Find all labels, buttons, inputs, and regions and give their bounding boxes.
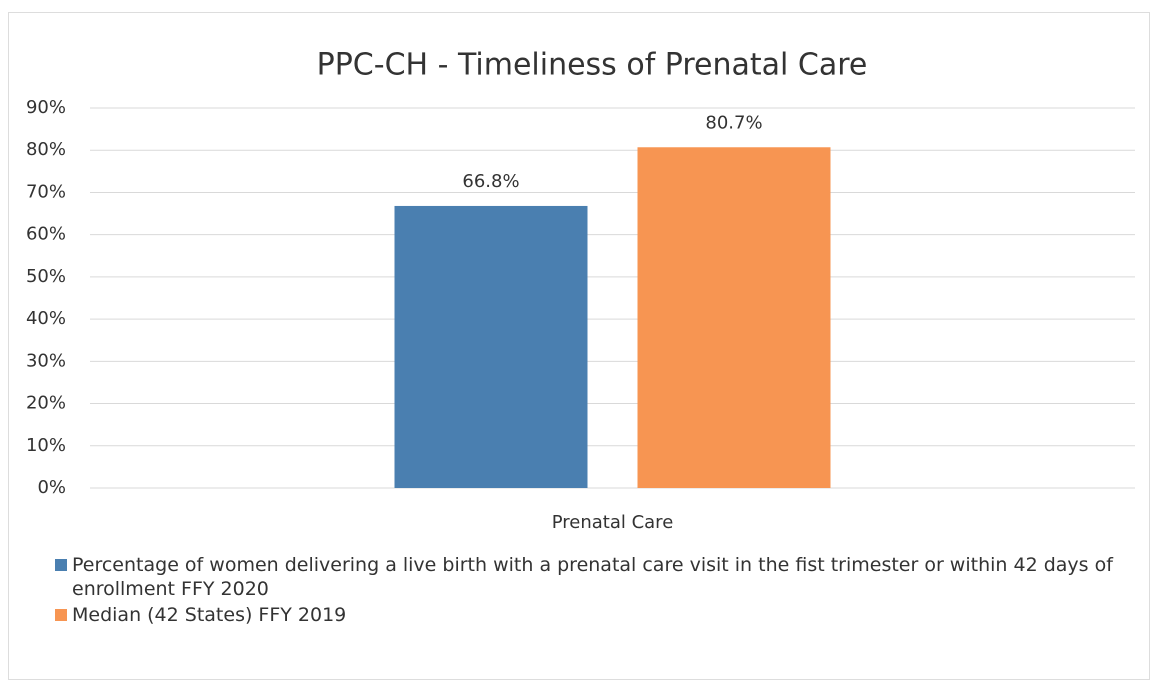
y-tick-label: 10% [26,435,66,456]
chart-frame [8,12,1150,680]
y-tick-label: 80% [26,139,66,160]
legend: Percentage of women delivering a live bi… [55,553,1150,629]
legend-label: Median (42 States) FFY 2019 [72,604,347,626]
legend-swatch [55,609,67,621]
y-tick-label: 90% [26,97,66,118]
y-tick-label: 0% [37,477,66,498]
y-tick-label: 70% [26,181,66,202]
bar [637,147,831,488]
y-tick-label: 30% [26,350,66,371]
data-label: 66.8% [462,171,519,192]
legend-swatch [55,559,67,571]
y-tick-label: 40% [26,308,66,329]
bar [394,205,588,488]
legend-entry: Percentage of women delivering a live bi… [55,553,1150,601]
y-tick-label: 60% [26,224,66,245]
legend-label: Percentage of women delivering a live bi… [72,554,1113,600]
y-tick-label: 50% [26,266,66,287]
legend-entry: Median (42 States) FFY 2019 [55,603,1150,627]
data-label: 80.7% [705,112,762,133]
y-tick-label: 20% [26,393,66,414]
chart-title: PPC-CH - Timeliness of Prenatal Care [317,48,868,83]
x-tick-label: Prenatal Care [552,512,674,533]
